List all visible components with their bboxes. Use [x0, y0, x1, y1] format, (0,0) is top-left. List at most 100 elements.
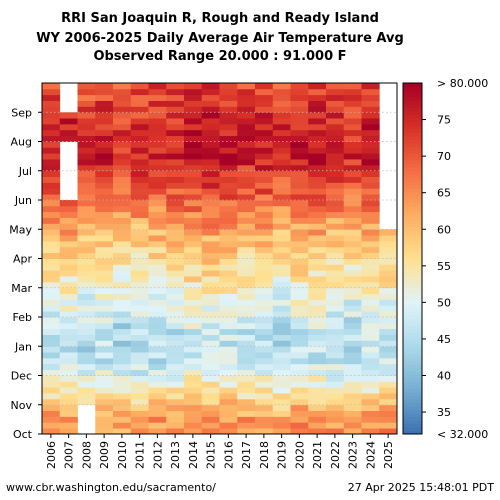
heat-cell — [308, 287, 327, 294]
colorbar-band — [403, 377, 422, 382]
heat-cell — [42, 129, 61, 137]
heat-cell — [95, 112, 114, 119]
year-column-2016 — [219, 83, 238, 435]
heat-cell — [42, 369, 61, 376]
heat-cell — [326, 246, 345, 254]
heat-cell — [42, 363, 61, 371]
heat-cell — [148, 205, 167, 213]
heat-cell — [255, 428, 274, 435]
heat-cell — [308, 188, 327, 195]
heat-cell — [343, 317, 362, 324]
source-url[interactable]: www.cbr.washington.edu/sacramento/ — [6, 481, 216, 494]
heat-cell — [308, 182, 327, 189]
heat-cell — [42, 387, 61, 394]
heat-cell — [326, 410, 345, 417]
heat-cell — [308, 141, 327, 148]
heat-cell — [343, 153, 362, 160]
heat-cell — [237, 276, 256, 283]
heat-cell — [130, 194, 149, 201]
heat-cell — [201, 393, 220, 400]
heat-cell — [237, 94, 256, 101]
heat-cell — [237, 123, 256, 131]
colorbar-band — [403, 283, 422, 288]
heat-cell — [113, 299, 132, 306]
heat-cell — [42, 252, 61, 259]
heat-cell — [148, 88, 167, 96]
heat-cell — [184, 410, 203, 417]
colorbar-tick-label: 60 — [437, 223, 451, 236]
heat-cell — [201, 88, 220, 96]
heat-cell — [59, 118, 78, 125]
colorbar-max-label: > 80.000 — [437, 77, 488, 90]
heat-cell — [95, 123, 114, 131]
heat-cell — [361, 276, 380, 283]
heat-cell — [255, 311, 274, 318]
heat-cell — [42, 217, 61, 224]
heat-cell — [290, 153, 309, 160]
heat-cell — [166, 135, 185, 142]
heat-cell — [148, 404, 167, 411]
heat-cell — [95, 416, 114, 423]
heat-cell — [201, 328, 220, 335]
heat-cell — [237, 375, 256, 382]
heat-cell — [326, 369, 345, 376]
heat-cell — [148, 246, 167, 254]
heat-cell — [255, 164, 274, 172]
heat-cell — [237, 287, 256, 294]
heat-cell — [201, 322, 220, 330]
heat-cell — [237, 293, 256, 300]
heat-cell — [166, 188, 185, 195]
heat-cell — [379, 340, 398, 347]
heat-cell — [130, 246, 149, 254]
heat-cell — [77, 363, 96, 371]
heat-cell — [290, 258, 309, 265]
heat-cell — [184, 135, 203, 142]
heat-cell — [219, 200, 238, 207]
heat-cell — [59, 129, 78, 137]
heat-cell — [148, 276, 167, 283]
heat-cell — [237, 188, 256, 195]
heat-cell — [42, 229, 61, 236]
heat-cell — [255, 317, 274, 324]
heat-cell — [379, 398, 398, 406]
heat-cell — [59, 299, 78, 306]
colorbar-band — [403, 356, 422, 361]
heat-cell — [219, 135, 238, 142]
heat-cell — [184, 223, 203, 230]
heat-cell — [255, 252, 274, 259]
heat-cell — [308, 404, 327, 411]
heat-cell — [166, 194, 185, 201]
heat-cell — [237, 264, 256, 271]
heat-cell — [201, 270, 220, 277]
heat-cell — [361, 299, 380, 306]
heat-cell — [113, 176, 132, 183]
colorbar-band — [403, 423, 422, 428]
heat-cell — [237, 398, 256, 406]
heat-cell — [95, 369, 114, 376]
heat-cell — [272, 363, 291, 371]
x-tick-label-2024: 2024 — [364, 441, 377, 469]
heat-cell — [272, 352, 291, 359]
heat-cell — [166, 311, 185, 318]
heat-cell — [361, 404, 380, 411]
heat-cell — [113, 211, 132, 218]
heat-cell — [290, 287, 309, 294]
heat-cell — [42, 276, 61, 283]
heat-cell — [361, 246, 380, 254]
heat-cell — [184, 153, 203, 160]
x-tick-label-2015: 2015 — [205, 441, 218, 469]
heat-cell — [42, 240, 61, 248]
heat-cell — [326, 188, 345, 195]
heat-cell — [326, 340, 345, 347]
heat-cell — [237, 211, 256, 218]
heat-cell — [166, 258, 185, 265]
heat-cell — [77, 153, 96, 160]
heat-cell — [255, 287, 274, 294]
heat-cell — [59, 287, 78, 294]
year-column-2008 — [77, 83, 96, 406]
heat-cell — [201, 235, 220, 242]
heat-cell — [361, 112, 380, 119]
colorbar-band — [403, 339, 422, 344]
heat-cell — [42, 118, 61, 125]
heat-cell — [201, 404, 220, 411]
